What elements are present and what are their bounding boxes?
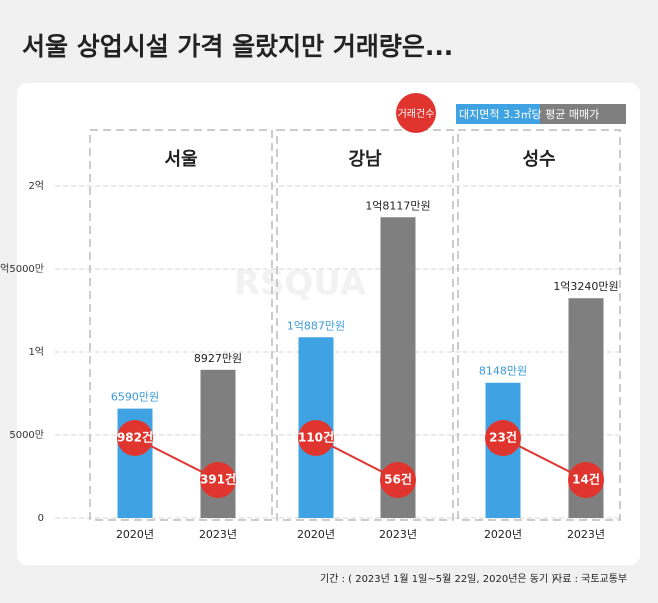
- x-tick-label: 2020년: [116, 528, 154, 541]
- source: 자료 : 국토교통부: [553, 573, 627, 585]
- group-label: 성수: [522, 149, 555, 170]
- bar-value-label: 1억887만원: [287, 319, 345, 332]
- count-label: 23건: [489, 430, 517, 445]
- group-label: 서울: [164, 149, 197, 170]
- count-marker: [117, 420, 153, 456]
- bar-value-label: 1억3240만원: [553, 280, 618, 293]
- legend-label: 거래건수: [398, 108, 435, 120]
- count-label: 391건: [200, 472, 236, 487]
- y-tick-label: 1억: [28, 346, 44, 358]
- bar-value-label: 6590만원: [111, 391, 159, 404]
- legend-swatch: [456, 104, 540, 124]
- count-label: 56건: [384, 472, 412, 487]
- group-box: [89, 129, 273, 521]
- count-marker: [485, 420, 521, 456]
- bar-value-label: 8148만원: [479, 365, 527, 378]
- bar-value-label: 1억8117만원: [365, 199, 430, 212]
- group-box: [276, 129, 454, 521]
- bar-value-label: 8927만원: [194, 352, 242, 365]
- x-tick-label: 2020년: [484, 528, 522, 541]
- y-tick-label: 2억: [28, 180, 44, 192]
- count-label: 982건: [117, 430, 153, 445]
- x-tick-label: 2020년: [297, 528, 335, 541]
- x-tick-label: 2023년: [199, 528, 237, 541]
- count-marker: [568, 462, 604, 498]
- legend-marker: [396, 93, 436, 133]
- count-marker: [380, 462, 416, 498]
- x-tick-label: 2023년: [379, 528, 417, 541]
- card: [17, 83, 640, 565]
- watermark: RSQUA: [234, 264, 367, 304]
- group-box: [457, 129, 621, 521]
- y-tick-label: 0: [38, 513, 44, 524]
- x-tick-label: 2023년: [567, 528, 605, 541]
- group-label: 강남: [348, 149, 382, 170]
- footnote: 기간 : ( 2023년 1월 1일~5월 22일, 2020년은 동기 ): [320, 573, 555, 585]
- count-marker: [200, 462, 236, 498]
- chart-title: 서울 상업시설 가격 올랐지만 거래량은...: [22, 32, 453, 61]
- y-tick-label: 5000만: [9, 429, 44, 441]
- count-label: 14건: [572, 472, 600, 487]
- y-tick-label: 1억5000만: [0, 263, 44, 275]
- legend-label: 대지면적 3.3㎡당 평균 매매가: [459, 108, 599, 121]
- count-label: 110건: [298, 430, 334, 445]
- legend-swatch: [540, 104, 626, 124]
- count-marker: [298, 420, 334, 456]
